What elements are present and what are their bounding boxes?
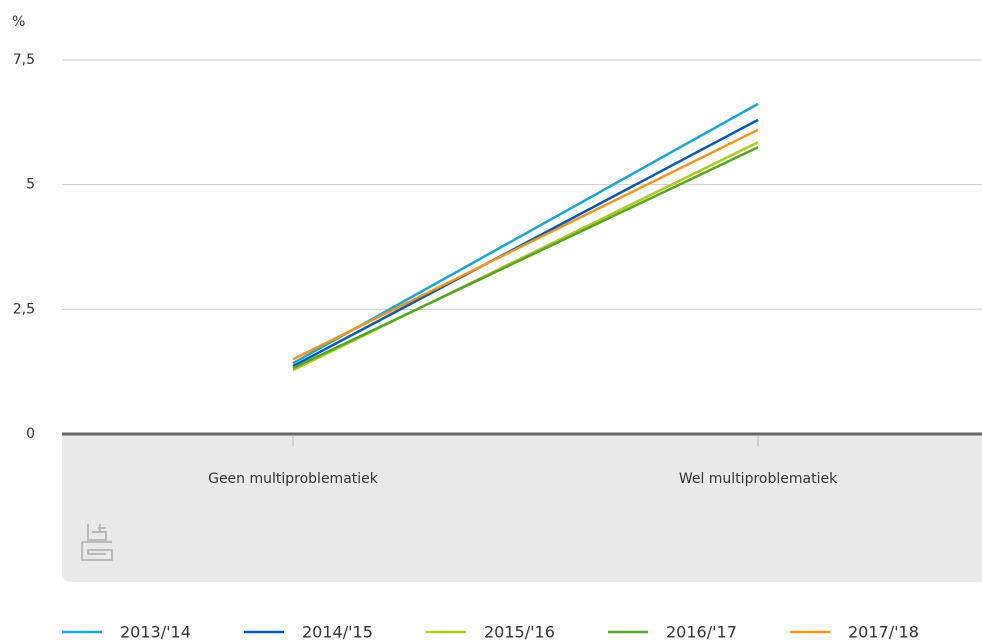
series-line	[292, 146, 759, 370]
legend-label: 2016/'17	[666, 623, 737, 642]
y-tick-label: 7,5	[13, 52, 35, 68]
series-line	[292, 118, 759, 368]
y-tick-label: 5	[26, 177, 35, 193]
legend-label: 2014/'15	[302, 623, 373, 642]
category-band	[62, 434, 982, 582]
legend-label: 2015/'16	[484, 623, 555, 642]
y-tick-label: 0	[26, 426, 35, 442]
legend-label: 2017/'18	[848, 623, 919, 642]
y-axis-label: %	[12, 14, 25, 30]
series-line	[292, 128, 759, 361]
x-tick-label: Wel multiproblematiek	[679, 471, 838, 487]
logo	[81, 524, 113, 561]
legend-label: 2013/'14	[120, 623, 191, 642]
y-tick-label: 2,5	[13, 301, 35, 317]
x-tick-label: Geen multiproblematiek	[208, 471, 379, 487]
